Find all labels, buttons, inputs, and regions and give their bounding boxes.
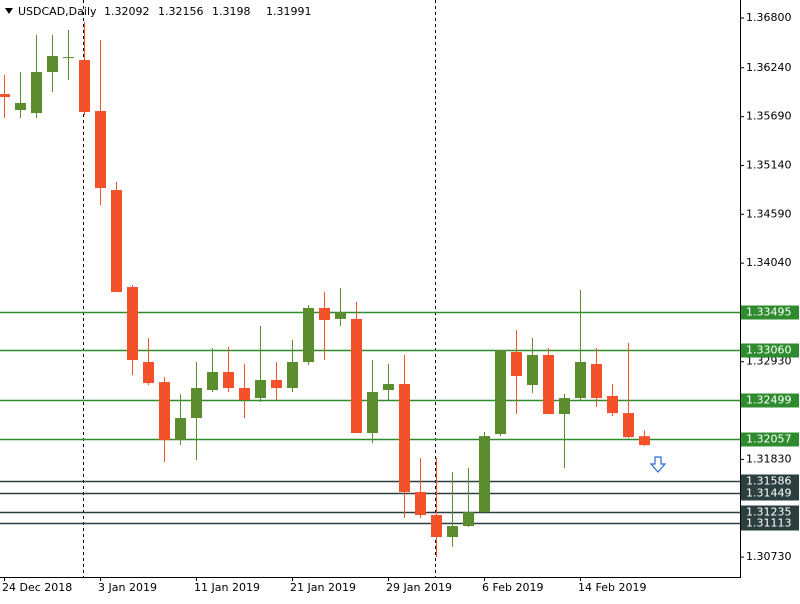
x-tick-label: 3 Jan 2019	[98, 581, 157, 594]
candle-body	[143, 361, 154, 384]
candle-body	[495, 350, 506, 435]
header-value: 1.32092	[104, 5, 150, 18]
candle-body	[415, 492, 426, 516]
header-value: 1.31991	[266, 5, 312, 18]
candle-body	[303, 307, 314, 362]
candle-body	[47, 56, 58, 73]
candle-body	[287, 361, 298, 389]
candle-body	[431, 515, 442, 538]
candle-body	[0, 94, 10, 97]
level-label-box	[741, 393, 799, 408]
candle-body	[319, 307, 330, 320]
candle-body	[335, 311, 346, 319]
y-tick-label: 1.36800	[746, 11, 792, 24]
candle-body	[479, 436, 490, 513]
header-value: 1.3198	[212, 5, 251, 18]
candle-body	[399, 384, 410, 493]
y-tick-label: 1.31830	[746, 452, 792, 465]
x-tick-label: 11 Jan 2019	[194, 581, 260, 594]
candle-body	[351, 318, 362, 434]
candle-body	[15, 103, 26, 111]
y-tick-label: 1.36240	[746, 61, 792, 74]
level-label-box	[741, 474, 799, 489]
candle-body	[511, 351, 522, 377]
menu-arrow	[5, 8, 13, 14]
candle-body	[95, 111, 106, 189]
candle-body	[223, 372, 234, 389]
x-tick-label: 6 Feb 2019	[482, 581, 543, 594]
level-label-box	[741, 343, 799, 358]
candle-body	[255, 380, 266, 399]
y-tick-label: 1.35690	[746, 110, 792, 123]
candle-body	[367, 392, 378, 434]
candle-body	[239, 388, 250, 401]
header-value: 1.32156	[158, 5, 204, 18]
y-tick-label: 1.32930	[746, 355, 792, 368]
level-label-box	[741, 505, 799, 520]
candle-body	[63, 57, 74, 59]
candle-body	[575, 361, 586, 399]
y-tick-label: 1.34040	[746, 256, 792, 269]
candle-body	[639, 436, 650, 446]
candle-body	[383, 384, 394, 391]
candle-body	[559, 398, 570, 415]
y-tick-label: 1.34590	[746, 207, 792, 220]
symbol-title: USDCAD,Daily	[18, 5, 97, 18]
level-label: 1.33060	[746, 344, 792, 357]
y-tick-label: 1.30730	[746, 550, 792, 563]
x-tick-label: 29 Jan 2019	[386, 581, 452, 594]
candle-body	[127, 287, 138, 361]
x-tick-label: 24 Dec 2018	[2, 581, 72, 594]
candle-body	[175, 418, 186, 441]
candle-body	[111, 190, 122, 293]
level-label: 1.32057	[746, 433, 792, 446]
level-label: 1.31586	[746, 475, 792, 488]
level-label: 1.33495	[746, 306, 792, 319]
y-tick-label: 1.35140	[746, 158, 792, 171]
candle-body	[447, 526, 458, 538]
level-label-box	[741, 432, 799, 447]
candle-body	[79, 60, 90, 112]
level-label: 1.31449	[746, 487, 792, 500]
level-label-box	[741, 305, 799, 320]
candle-body	[191, 388, 202, 419]
x-tick-label: 14 Feb 2019	[578, 581, 646, 594]
candle-body	[543, 354, 554, 415]
candle-body	[31, 72, 42, 114]
level-label-box	[741, 516, 799, 531]
candle-body	[159, 382, 170, 441]
candle-body	[607, 396, 618, 414]
sell-arrow	[649, 456, 667, 473]
candle-body	[591, 364, 602, 399]
candle-body	[271, 380, 282, 389]
level-label: 1.31235	[746, 506, 792, 519]
candle-body	[463, 512, 474, 527]
level-label-box	[741, 486, 799, 501]
level-label: 1.31113	[746, 517, 792, 530]
candle-body	[623, 413, 634, 438]
x-tick-label: 21 Jan 2019	[290, 581, 356, 594]
candle-body	[207, 372, 218, 391]
candle-body	[527, 354, 538, 385]
level-label: 1.32499	[746, 394, 792, 407]
